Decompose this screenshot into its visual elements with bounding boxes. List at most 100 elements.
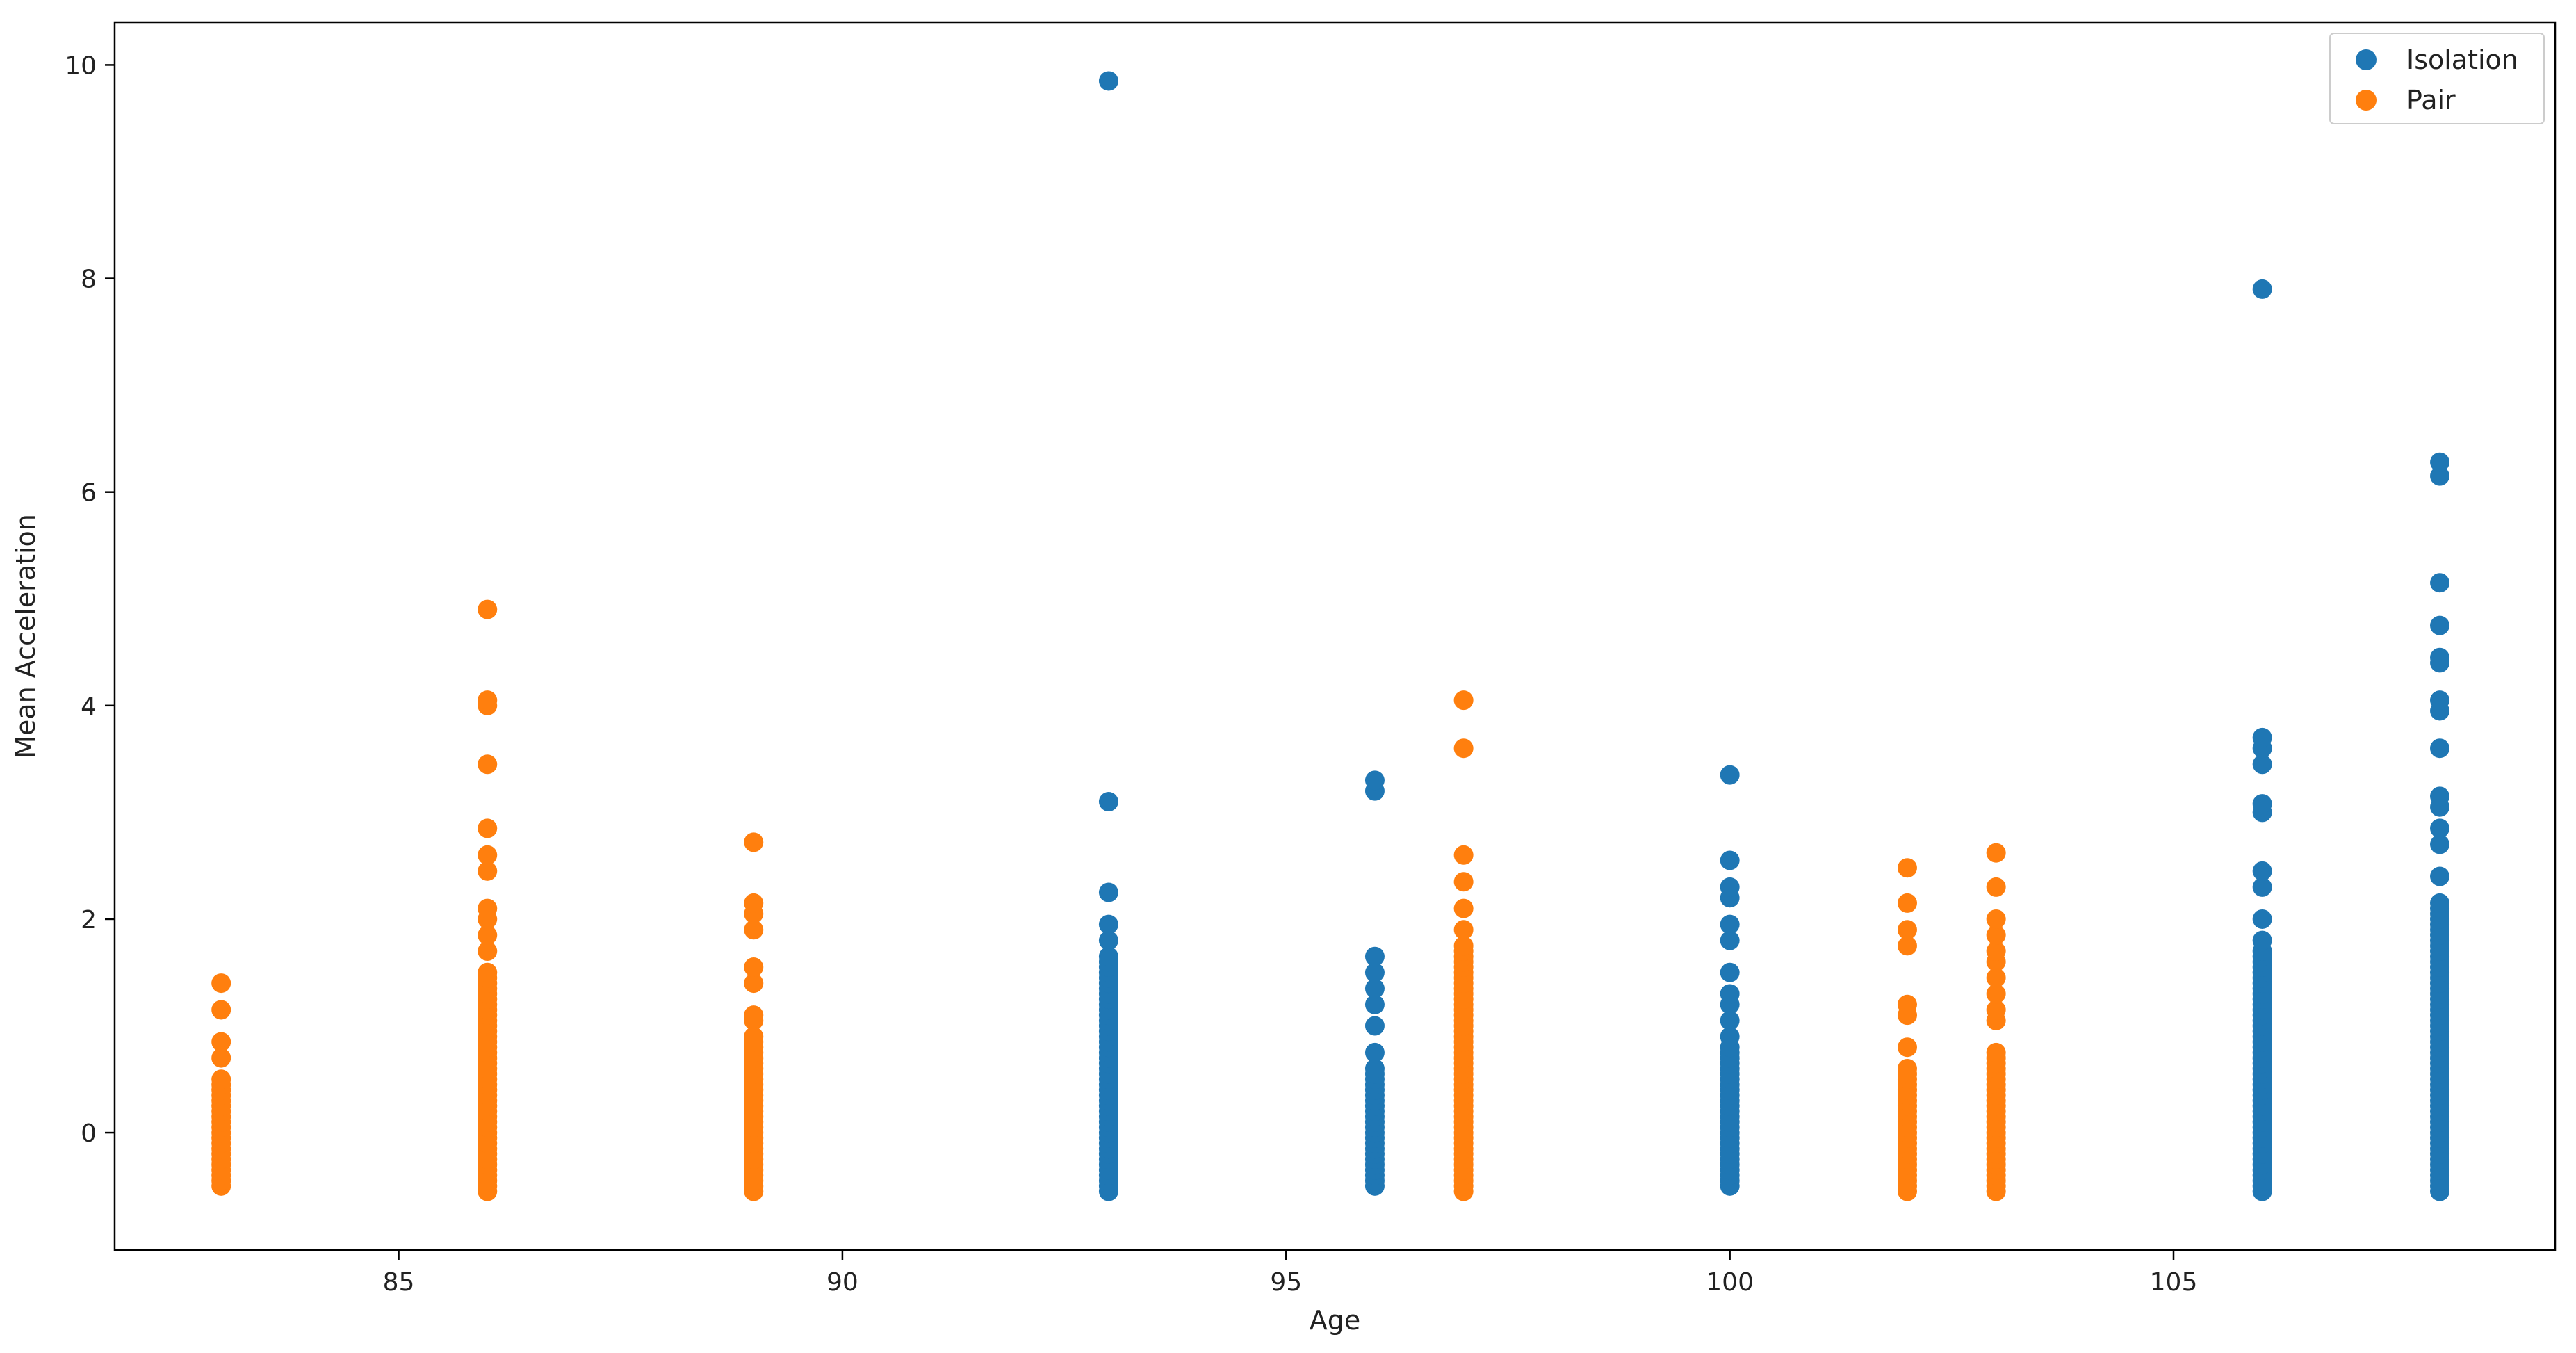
- data-point: [1897, 1058, 1917, 1078]
- data-point: [2430, 866, 2450, 886]
- data-point: [211, 1032, 231, 1052]
- data-point: [211, 973, 231, 994]
- data-point: [2430, 466, 2450, 486]
- data-point: [744, 973, 764, 994]
- data-point: [2252, 727, 2272, 747]
- data-point: [478, 754, 498, 775]
- data-point: [478, 962, 498, 982]
- data-point: [2430, 786, 2450, 807]
- y-tick-label: 4: [81, 692, 97, 721]
- data-point: [1986, 1000, 2006, 1020]
- legend-label-pair: Pair: [2406, 85, 2456, 115]
- data-point: [1364, 1016, 1385, 1036]
- x-tick-label: 95: [1270, 1268, 1302, 1297]
- data-point: [1453, 738, 1474, 759]
- y-tick-label: 10: [65, 51, 97, 80]
- data-point: [1720, 765, 1740, 785]
- data-point: [1897, 858, 1917, 878]
- y-axis-label: Mean Acceleration: [10, 514, 41, 759]
- data-point: [1720, 1010, 1740, 1030]
- data-point: [1364, 1042, 1385, 1062]
- data-point: [1986, 984, 2006, 1004]
- legend-box: [2329, 33, 2545, 124]
- data-point: [744, 832, 764, 852]
- x-tick-label: 100: [1706, 1268, 1754, 1297]
- legend-marker-isolation: [2356, 49, 2377, 70]
- data-point: [744, 920, 764, 940]
- data-point: [1098, 71, 1118, 91]
- data-point: [1897, 994, 1917, 1014]
- data-point: [2430, 615, 2450, 635]
- data-point: [478, 599, 498, 619]
- data-point: [478, 898, 498, 918]
- data-point: [2430, 452, 2450, 472]
- data-point: [478, 941, 498, 962]
- data-point: [211, 1069, 231, 1089]
- data-point: [478, 818, 498, 838]
- x-tick-label: 105: [2150, 1268, 2198, 1297]
- series-pair: [211, 599, 2006, 1201]
- legend-label-isolation: Isolation: [2406, 44, 2518, 75]
- y-tick-label: 6: [81, 479, 97, 508]
- x-axis-label: Age: [1310, 1305, 1361, 1336]
- data-point: [1453, 920, 1474, 940]
- data-point: [478, 925, 498, 945]
- data-point: [2430, 647, 2450, 667]
- data-point: [2252, 877, 2272, 897]
- y-tick-label: 0: [81, 1119, 97, 1148]
- data-point: [2430, 573, 2450, 593]
- data-point: [1453, 872, 1474, 892]
- data-point: [1720, 850, 1740, 870]
- data-point: [2252, 794, 2272, 814]
- data-point: [1453, 845, 1474, 865]
- data-point: [1098, 946, 1118, 966]
- data-point: [1897, 936, 1917, 956]
- data-point: [1720, 984, 1740, 1004]
- data-point: [2252, 909, 2272, 929]
- y-tick-label: 8: [81, 266, 97, 294]
- axes: 85 90 95 100 105 0 2 4 6 8 10: [65, 21, 2557, 1297]
- y-tick-label: 2: [81, 906, 97, 934]
- data-point: [1986, 941, 2006, 962]
- data-point: [1364, 994, 1385, 1014]
- data-point: [2252, 279, 2272, 299]
- data-point: [1453, 898, 1474, 918]
- x-tick-label: 85: [383, 1268, 415, 1297]
- data-point: [1364, 946, 1385, 966]
- data-point: [2252, 930, 2272, 950]
- data-point: [1986, 1042, 2006, 1062]
- data-point: [1986, 877, 2006, 897]
- data-point: [2430, 818, 2450, 838]
- data-point: [1897, 1037, 1917, 1058]
- x-tick-label: 90: [826, 1268, 858, 1297]
- data-point: [211, 1048, 231, 1068]
- series-isolation: [1098, 71, 2450, 1201]
- data-point: [1098, 792, 1118, 812]
- data-point: [744, 1005, 764, 1026]
- data-point: [478, 861, 498, 881]
- data-point: [1364, 770, 1385, 791]
- data-point: [1453, 690, 1474, 711]
- data-point: [2430, 690, 2450, 711]
- data-point: [1364, 978, 1385, 998]
- data-point: [478, 690, 498, 711]
- data-point: [1897, 920, 1917, 940]
- data-point: [1897, 893, 1917, 913]
- data-point: [211, 1000, 231, 1020]
- data-point: [1720, 962, 1740, 982]
- data-point: [1720, 930, 1740, 950]
- data-point: [1986, 925, 2006, 945]
- plot-area: [211, 71, 2450, 1201]
- data-point: [478, 845, 498, 865]
- data-point: [2252, 861, 2272, 881]
- plot-frame: [113, 21, 2557, 1251]
- legend-marker-pair: [2356, 90, 2377, 111]
- data-point: [1098, 914, 1118, 934]
- data-point: [1364, 1058, 1385, 1078]
- data-point: [744, 893, 764, 913]
- data-point: [1453, 936, 1474, 956]
- data-point: [2252, 754, 2272, 775]
- data-point: [1098, 930, 1118, 950]
